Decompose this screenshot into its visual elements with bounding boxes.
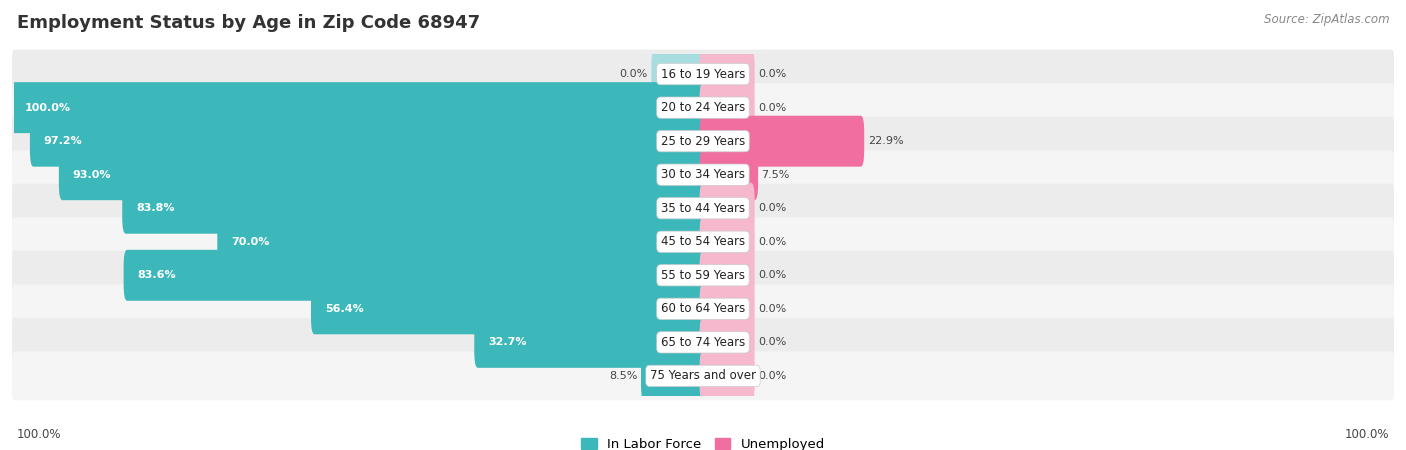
Text: 7.5%: 7.5% [762,170,790,180]
Legend: In Labor Force, Unemployed: In Labor Force, Unemployed [581,437,825,450]
Text: 0.0%: 0.0% [758,203,786,213]
FancyBboxPatch shape [124,250,706,301]
Text: 55 to 59 Years: 55 to 59 Years [661,269,745,282]
Text: 16 to 19 Years: 16 to 19 Years [661,68,745,81]
Text: 0.0%: 0.0% [758,338,786,347]
Text: 0.0%: 0.0% [758,371,786,381]
FancyBboxPatch shape [700,183,755,234]
Text: 70.0%: 70.0% [231,237,270,247]
FancyBboxPatch shape [641,351,706,401]
FancyBboxPatch shape [700,284,755,334]
FancyBboxPatch shape [700,351,755,401]
Text: 22.9%: 22.9% [868,136,903,146]
Text: 97.2%: 97.2% [44,136,83,146]
FancyBboxPatch shape [13,351,1393,400]
Text: 100.0%: 100.0% [1344,428,1389,441]
FancyBboxPatch shape [13,217,1393,266]
FancyBboxPatch shape [700,317,755,368]
Text: 0.0%: 0.0% [758,103,786,112]
FancyBboxPatch shape [59,149,706,200]
Text: 0.0%: 0.0% [758,270,786,280]
FancyBboxPatch shape [700,216,755,267]
Text: 93.0%: 93.0% [73,170,111,180]
Text: Employment Status by Age in Zip Code 68947: Employment Status by Age in Zip Code 689… [17,14,479,32]
FancyBboxPatch shape [218,216,706,267]
FancyBboxPatch shape [700,82,755,133]
FancyBboxPatch shape [13,83,1393,132]
Text: 100.0%: 100.0% [17,428,62,441]
Text: 100.0%: 100.0% [24,103,70,112]
FancyBboxPatch shape [122,183,706,234]
Text: 83.8%: 83.8% [136,203,174,213]
FancyBboxPatch shape [13,50,1393,99]
Text: 0.0%: 0.0% [620,69,648,79]
Text: 25 to 29 Years: 25 to 29 Years [661,135,745,148]
FancyBboxPatch shape [13,284,1393,333]
FancyBboxPatch shape [11,82,706,133]
FancyBboxPatch shape [13,150,1393,199]
Text: 60 to 64 Years: 60 to 64 Years [661,302,745,315]
Text: 0.0%: 0.0% [758,304,786,314]
Text: 75 Years and over: 75 Years and over [650,369,756,382]
FancyBboxPatch shape [30,116,706,166]
Text: 56.4%: 56.4% [325,304,364,314]
Text: 0.0%: 0.0% [758,237,786,247]
FancyBboxPatch shape [13,251,1393,300]
FancyBboxPatch shape [474,317,706,368]
Text: 20 to 24 Years: 20 to 24 Years [661,101,745,114]
Text: 35 to 44 Years: 35 to 44 Years [661,202,745,215]
FancyBboxPatch shape [651,49,706,99]
FancyBboxPatch shape [700,49,755,99]
Text: 65 to 74 Years: 65 to 74 Years [661,336,745,349]
FancyBboxPatch shape [13,117,1393,166]
FancyBboxPatch shape [13,318,1393,367]
Text: 0.0%: 0.0% [758,69,786,79]
Text: 32.7%: 32.7% [488,338,527,347]
Text: 8.5%: 8.5% [609,371,637,381]
FancyBboxPatch shape [700,116,865,166]
Text: 30 to 34 Years: 30 to 34 Years [661,168,745,181]
FancyBboxPatch shape [700,250,755,301]
Text: 45 to 54 Years: 45 to 54 Years [661,235,745,248]
FancyBboxPatch shape [13,184,1393,233]
Text: Source: ZipAtlas.com: Source: ZipAtlas.com [1264,14,1389,27]
FancyBboxPatch shape [311,284,706,334]
Text: 83.6%: 83.6% [138,270,176,280]
FancyBboxPatch shape [700,149,758,200]
